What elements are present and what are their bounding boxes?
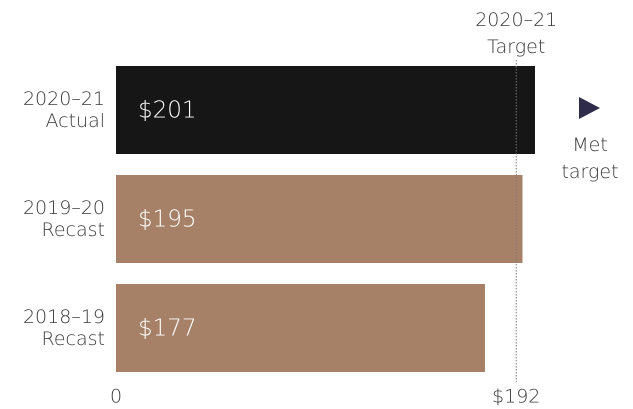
category-label: 2019–20 Recast (23, 197, 105, 241)
bar (116, 175, 523, 263)
value-label: $177 (138, 316, 197, 342)
annotation: Met target (561, 134, 618, 183)
value-label: $201 (138, 98, 197, 124)
category-label: 2018–19 Recast (23, 306, 105, 350)
target-label: 2020–21 Target (475, 9, 557, 58)
value-label: $195 (138, 207, 197, 233)
bar (116, 66, 535, 154)
met-target-arrow (579, 97, 600, 119)
bar (116, 284, 485, 372)
x-tick-label: 0 (110, 386, 122, 408)
category-label: 2020–21 Actual (23, 88, 105, 132)
x-tick-label: $192 (492, 386, 540, 408)
